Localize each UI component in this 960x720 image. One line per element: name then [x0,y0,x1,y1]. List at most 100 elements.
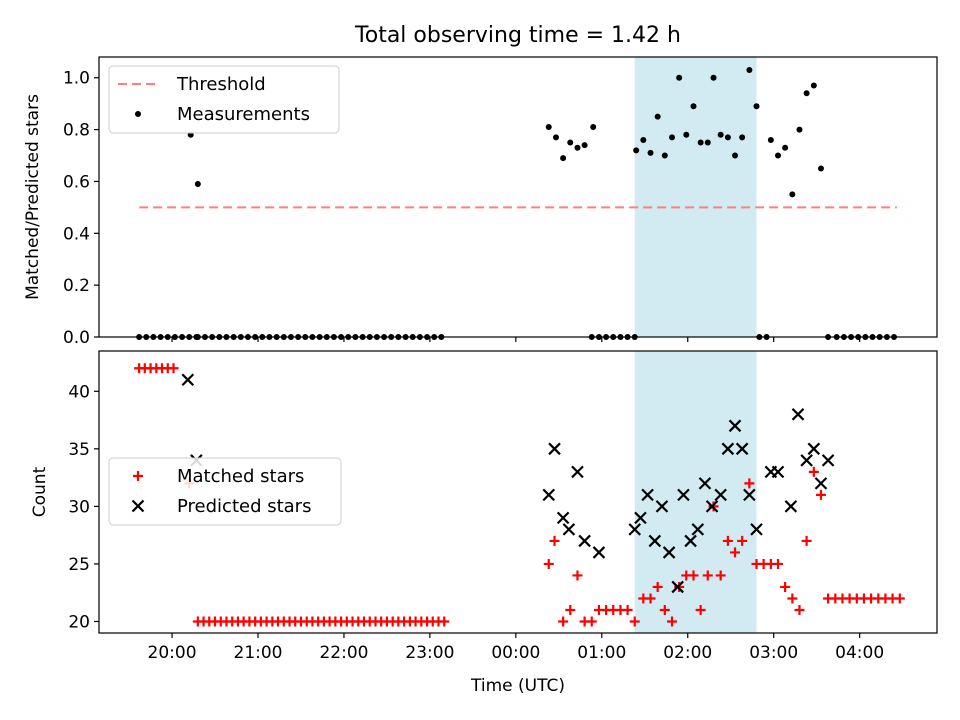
y-tick-label: 35 [68,440,90,460]
measurement-point [774,152,781,159]
predicted-star-point [814,477,828,490]
measurement-point [704,139,711,146]
matched-star-point [794,604,805,615]
measurement-point [767,136,774,143]
x-tick-label: 23:00 [405,643,454,663]
x-tick-label: 03:00 [749,643,798,663]
matched-star-point [787,593,798,604]
measurement-point [647,149,654,156]
matched-star-point [565,604,576,615]
legend-box [108,457,342,526]
matched-star-point [659,604,670,615]
predicted-star-point [571,465,584,479]
axes-frame [98,350,938,634]
measurement-point [697,139,704,146]
measurement-point [194,181,201,188]
top-y-axis-label: Matched/Predicted stars [23,94,43,300]
x-tick-label: 22:00 [319,643,368,663]
predicted-star-point [592,546,606,559]
measurement-point [552,134,559,141]
predicted-star-point [821,454,835,467]
predicted-star-point [735,442,749,456]
axes-frame [98,56,938,338]
legend-measurement-swatch [135,111,141,117]
matched-star-point [549,535,560,546]
matched-star-point [722,535,733,546]
chart-title: Total observing time = 1.42 h [354,23,681,48]
matched-star-point [744,478,755,489]
measurement-point [633,147,640,154]
predicted-star-point [705,500,719,513]
measurement-point [753,103,760,110]
matched-star-point [702,570,713,581]
y-tick-label: 0.2 [63,276,90,296]
predicted-star-point [181,373,195,387]
predicted-star-point [791,408,805,421]
legend-label: Measurements [177,104,310,125]
measurement-point [661,152,668,159]
measurement-point [782,144,789,151]
x-axis-label: Time (UTC) [470,676,565,696]
matched-star-point [695,604,706,615]
matched-star-point [586,616,597,627]
measurement-point [581,142,588,149]
measurement-point [545,124,552,130]
predicted-star-point [771,465,785,479]
matched-star-point [558,616,569,627]
matched-star-point [652,581,663,592]
matched-star-point [737,535,748,546]
matched-star-point [622,604,633,615]
matched-star-point [543,558,554,569]
matched-star-point [439,616,450,627]
measurement-point [676,74,683,81]
measurement-point [724,134,731,141]
y-tick-label: 0.8 [63,121,90,141]
y-tick-label: 30 [68,497,90,517]
y-tick-label: 0.0 [63,328,90,348]
x-tick-label: 01:00 [577,643,626,663]
measurement-point [654,113,661,120]
matched-star-point [801,535,812,546]
predicted-star-point [548,442,561,456]
y-tick-label: 20 [68,612,90,632]
predicted-star-point [641,488,654,502]
highlight-span [634,351,757,633]
matched-star-point [894,593,905,604]
matched-star-point [730,547,741,558]
legend-label: Matched stars [177,466,304,487]
legend-matched-swatch [133,471,143,481]
measurement-point [690,103,697,110]
predicted-star-point [721,442,735,456]
matched-star-point [808,466,819,477]
predicted-star-point [671,580,684,594]
predicted-star-point [556,511,570,525]
measurement-point [817,165,824,172]
legend-label: Predicted stars [177,496,311,517]
measurement-point [810,82,817,89]
predicted-star-point [807,442,821,456]
predicted-star-point [750,523,763,536]
measurement-point [717,131,724,138]
measurement-point [796,126,803,133]
measurement-point [746,66,753,73]
measurement-point [669,134,676,141]
y-tick-label: 25 [68,555,90,575]
measurement-point [710,74,717,81]
x-tick-label: 21:00 [234,643,283,663]
y-tick-label: 0.6 [63,172,90,192]
x-tick-label: 20:00 [148,643,197,663]
measurement-point [739,134,746,141]
bottom-y-axis-label: Count [30,466,50,517]
matched-star-point [645,593,656,604]
predicted-star-point [634,511,647,525]
predicted-star-point [691,523,705,536]
matched-star-point [168,363,179,374]
y-tick-label: 1.0 [63,69,90,89]
measurement-point [789,191,796,198]
predicted-star-point [562,523,576,536]
predicted-star-point [714,488,727,502]
measurement-point [574,144,581,151]
predicted-star-point [542,488,556,502]
measurement-point [560,155,567,162]
